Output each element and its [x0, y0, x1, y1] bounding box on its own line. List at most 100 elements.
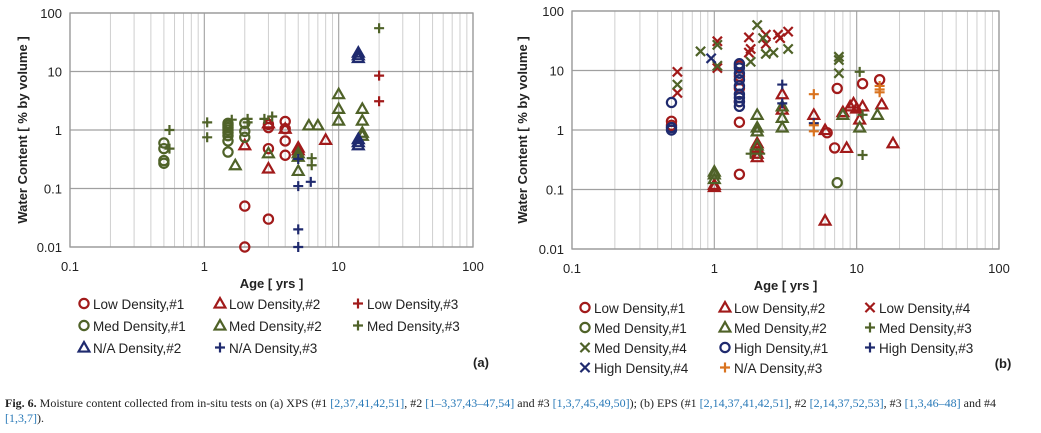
data-point — [833, 51, 845, 63]
data-point — [374, 70, 385, 81]
legend-marker-circle — [78, 319, 90, 332]
data-point — [733, 168, 746, 181]
data-point — [279, 135, 291, 147]
data-point — [857, 109, 868, 120]
data-point — [749, 123, 765, 137]
chart-panel-b: 0.1 1 10 100 0.01 0.1 1 10 100 Age [ yrs ] Water C… — [515, 4, 1011, 376]
y-tick-label: 1 — [557, 123, 564, 138]
data-point — [833, 54, 845, 66]
x-tick-label: 100 — [988, 261, 1010, 276]
x-tick-label: 100 — [462, 259, 484, 274]
data-point — [777, 98, 788, 109]
data-point — [711, 62, 723, 74]
data-point — [290, 163, 306, 177]
legend-label: Med Density,#3 — [879, 321, 972, 336]
data-point — [874, 96, 890, 110]
legend-label: High Density,#3 — [879, 341, 973, 356]
data-point — [874, 87, 885, 98]
series-low-density-3 — [374, 70, 385, 107]
data-point — [733, 95, 746, 108]
data-point — [355, 125, 370, 138]
data-point — [751, 19, 763, 31]
figure-canvas: 0.1 1 10 100 0.01 0.1 1 10 100 Age [ yrs ] Water C… — [15, 4, 1011, 376]
x-tick-label: 0.1 — [61, 259, 79, 274]
legend-item: Med Density,#1 — [78, 319, 186, 334]
caption-text: ). — [37, 411, 44, 425]
legend-item: High Density,#3 — [865, 341, 973, 356]
data-point — [808, 126, 819, 137]
panel-label: (a) — [473, 355, 489, 370]
legend-label: Low Density,#2 — [734, 301, 825, 316]
data-point — [749, 119, 765, 133]
data-point — [261, 115, 276, 129]
caption-reference-link[interactable]: [1–3,37,43–47,54] — [425, 396, 515, 410]
data-point — [158, 137, 170, 149]
series-low-density-4 — [672, 26, 794, 99]
legend-marker-triangle — [717, 299, 733, 313]
caption-reference-link[interactable]: [2,14,37,52,53] — [809, 396, 884, 410]
data-point — [202, 132, 213, 143]
data-point — [757, 32, 769, 44]
legend-marker-plus — [865, 322, 875, 333]
legend-item: Low Density,#4 — [864, 301, 971, 316]
data-point — [672, 66, 683, 78]
legend-label: Low Density,#2 — [229, 297, 320, 312]
data-point — [267, 111, 278, 122]
x-tick-label: 1 — [201, 259, 208, 274]
plot-area-border — [571, 10, 1000, 250]
data-point — [711, 35, 723, 47]
series-n-a-density-3 — [293, 153, 316, 252]
data-point — [259, 113, 270, 124]
data-point — [222, 146, 234, 158]
data-point — [158, 157, 170, 169]
legend-item: N/A Density,#2 — [76, 339, 181, 356]
data-point — [293, 224, 304, 235]
y-tick-label: 0.01 — [37, 240, 62, 255]
caption-text: , #2 — [404, 396, 426, 410]
data-point — [733, 116, 746, 128]
legend-item: Low Density,#3 — [353, 297, 458, 312]
legend-label: Med Density,#2 — [229, 319, 322, 334]
series-med-density-2 — [707, 98, 885, 185]
caption-reference-link[interactable]: [1,3,46–48] — [904, 396, 961, 410]
legend-item: Med Density,#1 — [579, 321, 687, 336]
legend-item: Med Density,#4 — [579, 341, 687, 356]
x-axis-label: Age [ yrs ] — [754, 278, 818, 293]
data-point — [374, 23, 385, 34]
y-axis-label: Water Content [ % by volume ] — [515, 36, 530, 223]
figure-caption: Fig. 6. Moisture content collected from … — [5, 396, 1035, 426]
legend-label: N/A Density,#3 — [229, 341, 317, 356]
legend-marker-circle — [78, 297, 90, 310]
y-tick-label: 10 — [48, 65, 62, 80]
data-point — [672, 79, 683, 90]
caption-reference-link[interactable]: [1,3,7,45,49,50] — [552, 396, 630, 410]
data-point — [293, 153, 304, 164]
caption-reference-link[interactable]: [2,37,41,42,51] — [330, 396, 405, 410]
data-point — [857, 150, 868, 161]
legend-label: N/A Density,#3 — [734, 361, 822, 376]
plot-area-border — [69, 12, 474, 248]
series-low-density-2 — [707, 86, 901, 226]
data-point — [374, 96, 385, 107]
data-point — [842, 98, 858, 112]
legend-marker-x — [579, 362, 591, 373]
data-point — [351, 47, 366, 61]
legend-item: Low Density,#2 — [212, 295, 320, 312]
data-point — [318, 132, 333, 145]
caption-reference-link[interactable]: [2,14,37,41,42,51] — [699, 396, 789, 410]
data-point — [774, 119, 790, 133]
series-low-density-1 — [665, 60, 886, 181]
legend-item: Low Density,#2 — [717, 299, 825, 316]
data-point — [743, 32, 755, 43]
data-point — [733, 88, 746, 100]
caption-text: , #2 — [788, 396, 810, 410]
data-point — [665, 124, 678, 136]
legend-item: Med Density,#3 — [353, 319, 460, 334]
data-point — [226, 114, 237, 125]
data-point — [733, 67, 746, 79]
caption-reference-link[interactable]: [1,3,7] — [5, 411, 37, 425]
series-med-density-1 — [831, 177, 843, 189]
x-tick-label: 10 — [331, 259, 345, 274]
data-point — [768, 47, 779, 58]
legend-label: Low Density,#1 — [594, 301, 685, 316]
